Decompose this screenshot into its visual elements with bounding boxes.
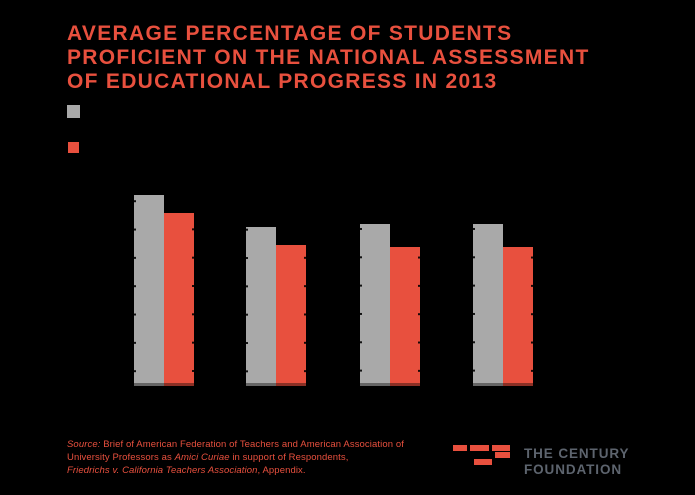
x-axis-baseline <box>134 383 194 386</box>
x-axis-baseline <box>360 383 420 386</box>
gridline-notches <box>134 194 136 386</box>
tcf-mark-bar <box>474 459 492 465</box>
tcf-mark-bar <box>495 452 510 458</box>
gridline-notches <box>192 213 194 386</box>
source-line3-rest: , Appendix. <box>257 465 306 476</box>
tcf-mark-bar <box>492 445 510 451</box>
gridline-notches <box>531 247 533 386</box>
bar-red-series <box>503 247 533 386</box>
source-line1: Brief of American Federation of Teachers… <box>100 439 404 450</box>
bar-group <box>473 186 533 386</box>
gridline-notches <box>360 224 362 386</box>
x-axis-baseline <box>473 383 533 386</box>
bar-red-series <box>164 213 194 386</box>
gridline-notches <box>246 226 248 386</box>
source-label: Source: <box>67 439 101 450</box>
bar-group <box>360 186 420 386</box>
chart-legend <box>67 105 80 171</box>
bar-gray-series <box>134 194 164 386</box>
bar-gray-series <box>360 224 390 386</box>
gridline-notches <box>418 247 420 386</box>
century-foundation-logo: THE CENTURY FOUNDATION <box>453 445 653 481</box>
bar-group <box>246 186 306 386</box>
x-axis-baseline <box>246 383 306 386</box>
legend-swatch <box>67 105 80 118</box>
legend-swatch <box>68 142 79 153</box>
bar-gray-series <box>246 226 276 386</box>
source-line2-pre: University Professors as <box>67 452 175 463</box>
tcf-mark-bar <box>453 445 467 451</box>
source-note: Source: Brief of American Federation of … <box>67 438 427 477</box>
bar-gray-series <box>473 224 503 386</box>
bar-red-series <box>390 247 420 386</box>
gridline-notches <box>473 224 475 386</box>
case-name: Friedrichs v. California Teachers Associ… <box>67 465 258 476</box>
tcf-mark-bar <box>470 445 489 451</box>
source-line2-italic: Amici Curiae <box>174 452 230 463</box>
gridline-notches <box>304 244 306 386</box>
tcf-wordmark: THE CENTURY FOUNDATION <box>524 446 630 477</box>
page-title: AVERAGE PERCENTAGE OF STUDENTS PROFICIEN… <box>67 22 590 93</box>
source-line2-rest: in support of Respondents, <box>229 452 349 463</box>
bar-group <box>134 186 194 386</box>
bar-red-series <box>276 244 306 386</box>
